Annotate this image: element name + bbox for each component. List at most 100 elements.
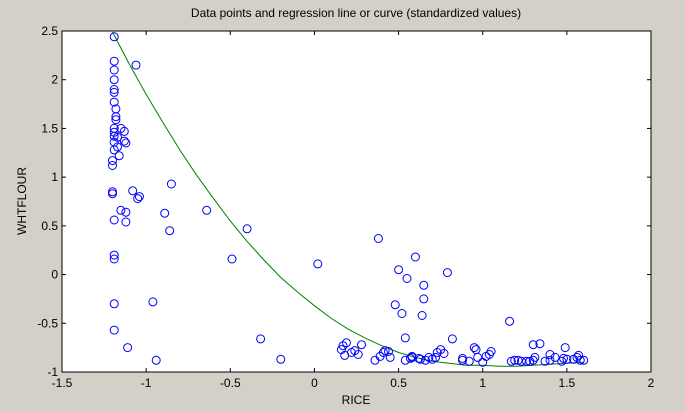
data-point [119,136,129,146]
data-point [458,355,467,365]
data-point [414,353,424,363]
data-point [131,60,141,70]
data-point [113,132,122,142]
x-tick-label: 1.5 [559,376,576,390]
data-point [574,350,584,360]
data-point [385,352,395,362]
data-point [227,254,237,264]
data-point [545,355,555,365]
x-tick-label: 0 [311,376,318,390]
data-point [111,115,121,125]
data-point [109,56,119,66]
data-point [121,138,131,148]
data-point [109,127,119,137]
data-point [109,325,119,335]
x-axis-label: RICE [342,393,371,407]
data-point [419,280,429,290]
y-tick-label: 2 [51,73,58,87]
y-tick-label: -0.5 [37,316,58,330]
data-point [562,354,572,364]
data-point [109,32,119,42]
data-point [394,265,404,275]
data-point [202,205,212,215]
data-point [357,340,366,350]
data-point [160,208,170,218]
regression-curve-layer [112,31,584,367]
data-point [419,294,429,304]
data-point [373,234,383,243]
data-point [540,356,550,366]
data-point [447,334,457,344]
y-tick-label: 1.5 [41,121,58,135]
y-tick-label: 1 [51,170,58,184]
data-point [575,355,585,365]
data-point [151,355,161,365]
x-axis: -1.5 -1 -0.5 0 0.5 1 1.5 2 [52,31,655,390]
data-point [111,112,121,122]
data-point [116,123,126,133]
data-point [109,85,119,94]
data-point [133,194,143,204]
x-tick-label: -0.5 [220,376,241,390]
data-point [353,350,363,359]
data-point [341,338,351,348]
data-point [510,355,520,365]
data-point [535,339,545,349]
data-point [417,311,427,320]
data-point [313,259,323,269]
data-point [114,151,124,161]
data-point [108,189,117,199]
data-point [242,224,252,234]
data-points-layer [108,32,589,367]
x-tick-label: 0.5 [390,376,407,390]
data-point [400,333,410,343]
data-point [380,346,390,356]
data-point [276,354,286,364]
data-point [166,179,176,189]
data-point [109,75,119,85]
data-point [486,347,496,356]
y-axis-label: WHTFLOUR [15,167,29,235]
data-point [442,268,452,278]
data-point [109,299,119,309]
data-point [109,87,119,97]
regression-curve [112,31,584,367]
data-point [402,274,412,283]
data-point [559,353,568,363]
data-point [415,354,425,364]
x-tick-label: -1 [141,376,152,390]
data-point [109,97,119,107]
x-tick-label: 1 [479,376,486,390]
data-point [545,350,555,359]
data-point [108,156,117,166]
data-point [121,217,131,227]
data-point [109,65,119,75]
data-point [550,352,560,362]
data-point [128,186,138,196]
data-point [579,355,589,365]
data-point [165,226,175,236]
data-point [522,356,531,366]
data-point [432,348,442,357]
data-point [505,316,515,326]
data-point [528,340,538,350]
data-point [506,356,516,366]
y-axis: -1 -0.5 0 0.5 1 1.5 2 2.5 [37,24,651,379]
data-point [119,126,129,136]
chart-title: Data points and regression line or curve… [191,6,521,20]
data-point [148,297,158,307]
y-tick-label: 0 [51,268,58,282]
data-point [256,334,266,344]
data-point [116,205,126,215]
y-tick-label: 2.5 [41,24,58,38]
plot-area [61,30,652,373]
data-point [109,145,119,155]
data-point [560,343,570,353]
data-point [530,352,540,362]
y-tick-label: -1 [47,365,58,379]
data-point [431,352,441,362]
data-point [109,250,119,260]
data-point [407,351,417,361]
data-point [378,348,388,357]
data-point [410,252,420,262]
